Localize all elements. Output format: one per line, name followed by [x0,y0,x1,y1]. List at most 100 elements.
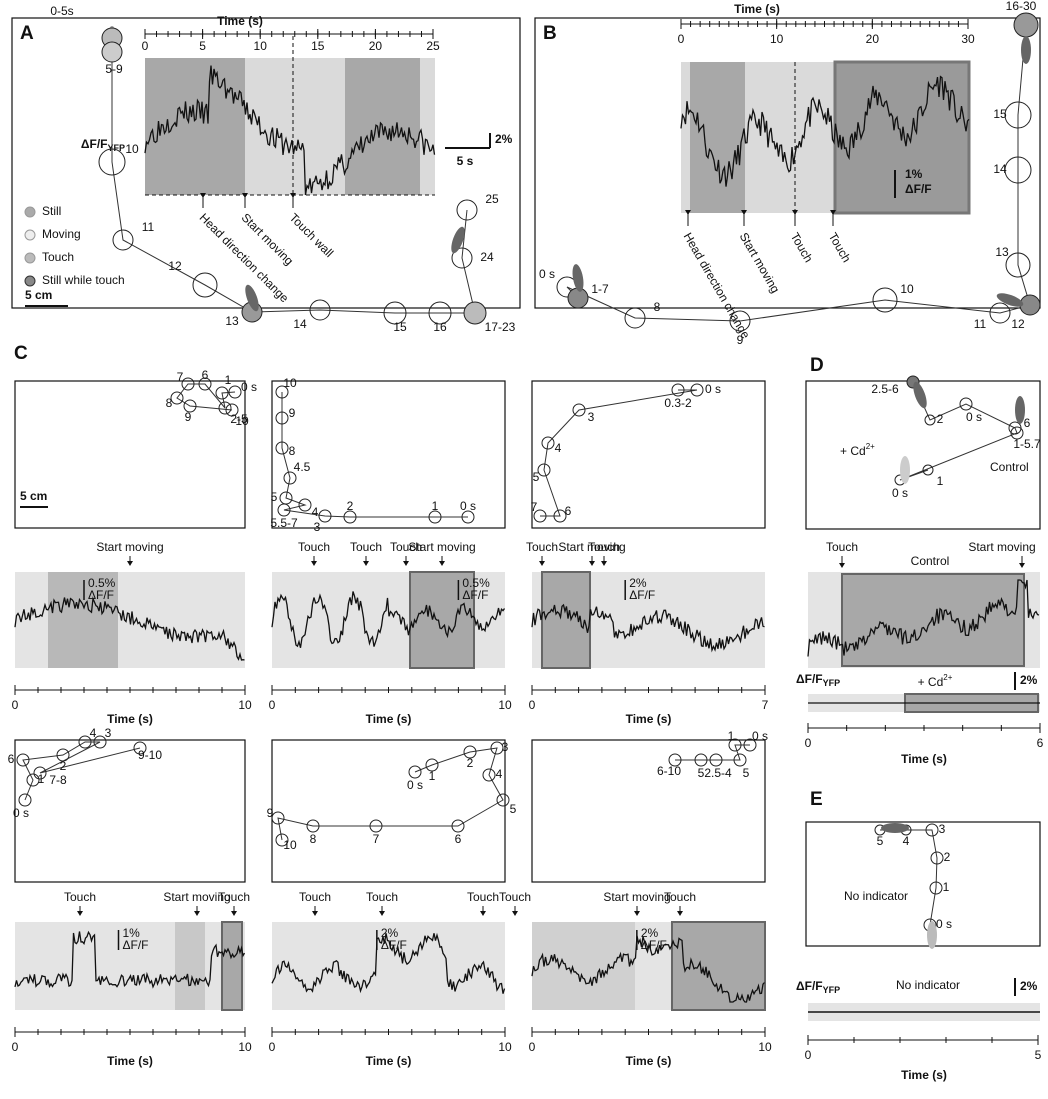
position-label: 1 [943,880,950,894]
position-label: 7 [531,500,538,514]
position-label: 8 [310,832,317,846]
state-shade [681,62,690,213]
position-label: 4 [555,441,562,455]
position-label: 14 [293,317,307,331]
event-label: Touch [526,540,558,554]
condition-label: No indicator [844,889,908,903]
position-label: 9-10 [138,748,162,762]
path-line [282,392,468,517]
position-label: 5 [271,490,278,504]
position [464,302,486,324]
position-label: 1 [728,729,735,743]
position-label: 4 [903,834,910,848]
arrow-head [480,911,486,916]
position-label: 6 [1024,416,1031,430]
tick-label: 25 [426,39,440,53]
label: 5 cm [25,288,52,302]
position-label: 0 s [539,267,555,281]
tick-label: 0 [12,1040,19,1054]
touch-shade [222,922,242,1010]
position-label: 5 [743,766,750,780]
event-label: Touch [299,890,331,904]
position-label: 2.5-6 [871,382,899,396]
animal [1021,36,1031,64]
label: E [810,789,823,810]
condition-label: + Cd2+ [840,442,875,458]
position-label: 17-23 [485,320,516,334]
position-label: 3 [588,410,595,424]
label: 2% [1020,673,1038,687]
position-label: 0 s [407,778,423,792]
position-label: 5 [510,802,517,816]
label: Time (s) [734,2,780,16]
label: Time (s) [901,1068,947,1082]
position-label: 6 [455,832,462,846]
position-label: 6 [565,504,572,518]
position-label: 0-5s [50,4,73,18]
event-label: Touch [499,890,531,904]
tick-label: 10 [498,698,512,712]
position-label: 7 [177,370,184,384]
label: C [14,343,28,364]
position-label: 1 [225,373,232,387]
position-label: 1 [429,769,436,783]
frame [15,740,245,882]
tick-label: 0 [269,698,276,712]
position-label: 10 [235,414,249,428]
label: Touch [788,230,816,265]
legend-marker [25,276,35,286]
label: Time (s) [107,1054,153,1068]
frame [532,740,765,882]
tick-label: 20 [369,39,383,53]
position-label: 1-7 [591,282,609,296]
subscript: YFP [823,985,841,995]
superscript: 2+ [866,442,875,451]
position-label: 9 [737,333,744,347]
position-label: 0 s [936,917,952,931]
tick-label: 15 [311,39,325,53]
axis-label: ΔF/FYFP [796,672,840,688]
label: ΔF/F [629,588,655,602]
label: Time (s) [217,14,263,28]
position-label: 9 [267,806,274,820]
legend-label: Still while touch [42,273,125,287]
event-label: Touch [366,890,398,904]
position-label: 2 [937,412,944,426]
arrow-head [242,193,248,198]
position [1014,13,1038,37]
arrow-head [127,561,133,566]
state-shade [175,922,205,1010]
position-label: 0.3-2 [664,396,692,410]
label: Control [911,554,950,568]
position-label: 10 [283,838,297,852]
legend-label: Still [42,204,61,218]
tick-label: 5 [1035,1048,1042,1062]
label: Time (s) [366,1054,412,1068]
label: B [543,23,557,44]
arrow-head [1019,563,1025,568]
position-label: 4 [496,767,503,781]
label: D [810,355,824,376]
event-label: Touch [350,540,382,554]
position-label: 16-30 [1006,0,1037,13]
tick-label: 30 [961,32,975,46]
position-label: 12 [1011,317,1025,331]
label: 5 s [457,154,474,168]
position-label: 0 s [752,729,768,743]
subscript: YFP [823,678,841,688]
frame [806,822,1040,946]
tick-label: 6 [1037,736,1044,750]
legend-marker [25,253,35,263]
position-label: 5-9 [105,62,123,76]
position-label: 11 [974,317,987,331]
superscript: 2+ [943,673,952,682]
tick-label: 10 [770,32,784,46]
arrow-head [589,561,595,566]
tick-label: 10 [758,1040,772,1054]
label: ΔF/F [88,588,114,602]
animal [571,263,586,292]
figure: ATime (s)0510152025ΔF/FYFP2%5 sHead dire… [0,0,1048,1094]
position-label: 0 s [892,486,908,500]
label: ΔF/F [641,938,667,952]
arrow-head [403,561,409,566]
